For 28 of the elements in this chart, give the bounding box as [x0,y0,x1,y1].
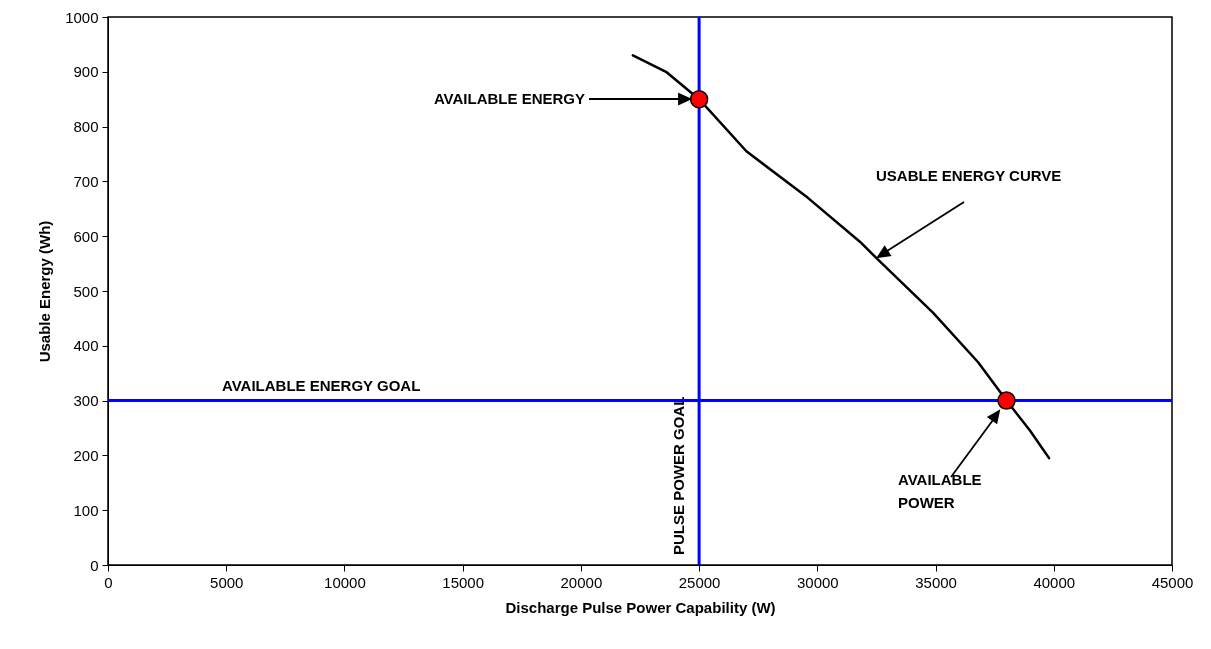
x-axis-title: Discharge Pulse Power Capability (W) [505,598,776,616]
x-tick-label: 10000 [324,573,366,591]
annotation: AVAILABLE ENERGY [433,90,585,107]
y-tick-label: 900 [73,63,99,81]
y-tick-label: 200 [73,446,99,464]
y-tick-label: 0 [90,556,99,574]
x-tick-label: 30000 [796,573,839,591]
x-tick-label: 25000 [678,573,721,591]
y-tick-label: 600 [73,227,99,245]
ref-line-label: AVAILABLE ENERGY GOAL [222,376,421,394]
x-tick-label: 40000 [1033,573,1076,591]
annotation: USABLE ENERGY CURVE [876,167,1062,184]
y-tick-label: 800 [73,118,99,136]
x-tick-label: 0 [104,573,113,591]
y-tick-label: 400 [73,337,99,355]
y-axis-title: Usable Energy (Wh) [36,220,54,363]
x-tick-label: 45000 [1151,573,1194,591]
ref-line-label: PULSE POWER GOAL [670,396,688,555]
y-tick-label: 500 [73,282,99,300]
y-tick-label: 100 [73,501,99,519]
y-tick-label: 300 [73,392,99,410]
x-tick-label: 20000 [560,573,603,591]
annotation: AVAILABLE POWER [898,471,982,511]
x-tick-label: 15000 [442,573,485,591]
x-tick-label: 5000 [210,573,244,591]
y-tick-label: 700 [73,172,99,190]
x-tick-label: 35000 [915,573,957,591]
y-tick-label: 1000 [65,8,99,26]
